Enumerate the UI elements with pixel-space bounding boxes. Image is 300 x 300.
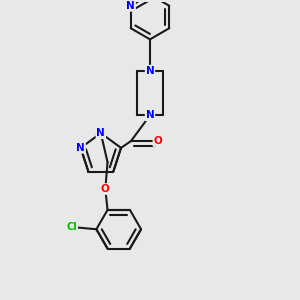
Text: O: O — [153, 136, 162, 146]
Text: N: N — [146, 66, 154, 76]
Text: N: N — [97, 128, 105, 138]
Text: N: N — [76, 143, 85, 153]
Text: O: O — [101, 184, 110, 194]
Text: N: N — [146, 110, 154, 120]
Text: N: N — [126, 1, 135, 11]
Text: Cl: Cl — [66, 222, 77, 232]
